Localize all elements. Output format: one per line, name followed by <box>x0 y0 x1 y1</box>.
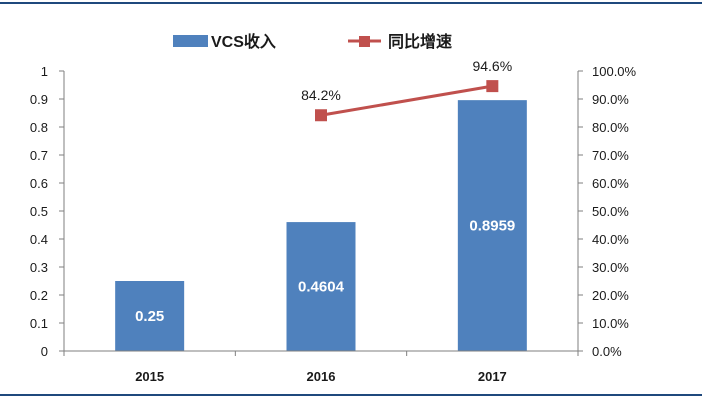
growth-value-label: 94.6% <box>472 58 512 74</box>
right-tick-label: 70.0% <box>592 148 629 163</box>
legend-line-label: 同比增速 <box>388 32 452 51</box>
right-tick-label: 90.0% <box>592 92 629 107</box>
bar-value-label: 0.8959 <box>469 218 515 235</box>
bar-2016 <box>286 222 356 351</box>
left-tick-label: 0.1 <box>30 316 48 331</box>
bar-series: 0.25 0.4604 0.8959 <box>115 100 527 351</box>
right-tick-label: 60.0% <box>592 176 629 191</box>
top-border <box>0 2 702 4</box>
right-tick-label: 50.0% <box>592 204 629 219</box>
right-tick-label: 0.0% <box>592 344 622 359</box>
bottom-border <box>0 394 702 396</box>
x-tick-label: 2016 <box>307 369 336 384</box>
right-tick-label: 20.0% <box>592 288 629 303</box>
right-tick-label: 40.0% <box>592 232 629 247</box>
left-tick-label: 0.2 <box>30 288 48 303</box>
legend-bar-label: VCS收入 <box>211 32 276 51</box>
left-tick-label: 0 <box>41 344 48 359</box>
x-axis: 2015 2016 2017 <box>63 350 579 384</box>
left-tick-label: 0.5 <box>30 204 48 219</box>
growth-value-label: 84.2% <box>301 87 341 103</box>
left-tick-label: 0.7 <box>30 148 48 163</box>
bar-value-label: 0.4604 <box>298 279 345 296</box>
x-tick-label: 2017 <box>478 369 507 384</box>
legend-bar-swatch <box>173 35 208 47</box>
legend-line-marker <box>359 36 370 47</box>
left-tick-label: 0.8 <box>30 120 48 135</box>
x-tick-label: 2015 <box>135 369 164 384</box>
growth-line <box>320 84 493 117</box>
legend: VCS收入 同比增速 <box>173 32 452 51</box>
growth-series: 84.2% 94.6% <box>301 58 512 122</box>
growth-point-2016 <box>315 109 327 122</box>
bar-2017 <box>457 100 527 351</box>
left-tick-label: 0.6 <box>30 176 48 191</box>
left-tick-label: 0.9 <box>30 92 48 107</box>
right-tick-label: 100.0% <box>592 64 637 79</box>
right-axis: 0.0% 10.0% 20.0% 30.0% 40.0% 50.0% 60.0% 70.0% 8… <box>577 64 637 359</box>
left-axis: 0 0.1 0.2 0.3 0.4 0.5 0.6 0.7 0.8 0.9 1 <box>30 64 65 359</box>
left-tick-label: 0.3 <box>30 260 48 275</box>
right-tick-label: 10.0% <box>592 316 629 331</box>
left-tick-label: 1 <box>41 64 48 79</box>
growth-point-2017 <box>486 80 499 93</box>
left-tick-label: 0.4 <box>30 232 48 247</box>
right-tick-label: 30.0% <box>592 260 629 275</box>
right-tick-label: 80.0% <box>592 120 629 135</box>
bar-2015 <box>115 281 185 351</box>
bar-value-label: 0.25 <box>135 308 164 325</box>
